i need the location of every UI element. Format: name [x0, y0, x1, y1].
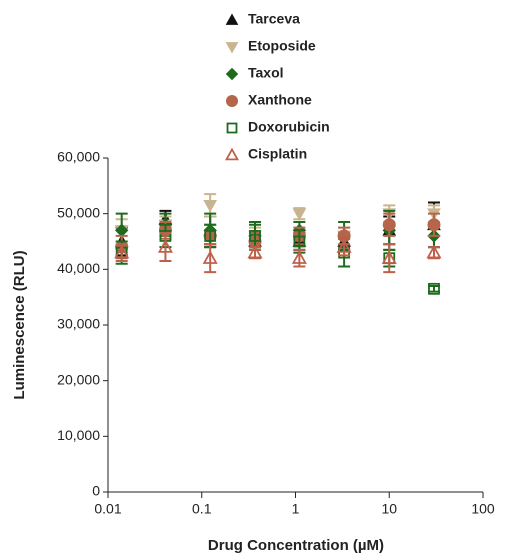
x-tick-label: 0.01	[94, 501, 121, 517]
legend-marker	[225, 42, 239, 54]
marker	[426, 244, 442, 259]
legend-label: Doxorubicin	[248, 119, 330, 135]
legend-label: Xanthone	[248, 92, 312, 108]
x-tick-label: 0.1	[192, 501, 212, 517]
marker	[157, 239, 173, 253]
marker	[249, 230, 261, 242]
marker	[336, 239, 352, 253]
marker	[427, 218, 441, 232]
legend-label: Taxol	[248, 65, 284, 81]
x-tick-label: 100	[471, 501, 495, 517]
marker	[381, 250, 397, 264]
x-axis-title: Drug Concentration (µM)	[208, 537, 384, 554]
error-bar	[427, 285, 440, 293]
legend-marker	[225, 67, 239, 81]
y-tick-label: 10,000	[57, 427, 100, 443]
legend-marker	[224, 147, 240, 161]
marker	[291, 250, 307, 264]
error-bar	[159, 232, 172, 262]
marker	[114, 244, 130, 259]
marker	[428, 282, 440, 295]
marker	[293, 235, 306, 248]
x-tick-label: 10	[381, 501, 397, 517]
y-tick-label: 40,000	[57, 260, 100, 276]
marker	[247, 244, 263, 259]
legend-label: Tarceva	[248, 11, 300, 27]
legend-label: Etoposide	[248, 38, 316, 54]
y-tick-label: 0	[92, 483, 100, 499]
error-bar	[383, 243, 396, 274]
error-bar	[204, 243, 217, 274]
marker	[382, 218, 396, 232]
y-tick-label: 60,000	[57, 149, 100, 165]
x-tick-label: 1	[292, 501, 300, 517]
y-axis-title: Luminescence (RLU)	[11, 250, 28, 399]
marker	[292, 208, 307, 221]
marker	[202, 250, 218, 264]
y-tick-label: 20,000	[57, 371, 100, 387]
marker	[203, 200, 218, 213]
legend-marker	[226, 95, 238, 107]
marker	[204, 230, 217, 242]
y-tick-label: 50,000	[57, 204, 100, 220]
y-tick-label: 30,000	[57, 316, 100, 332]
legend-marker	[225, 13, 239, 25]
legend-marker	[226, 122, 238, 134]
legend-label: Cisplatin	[248, 146, 307, 162]
